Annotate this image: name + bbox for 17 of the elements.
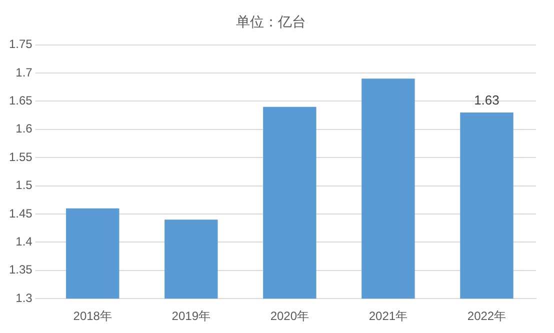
data-label: 1.63	[474, 92, 500, 108]
chart-title: 单位：亿台	[236, 13, 306, 30]
y-tick-label: 1.35	[8, 262, 33, 277]
y-tick-label: 1.7	[16, 65, 33, 80]
y-tick-label: 1.55	[8, 150, 33, 164]
y-tick-label: 1.45	[8, 206, 33, 220]
y-tick-label: 1.4	[16, 234, 33, 249]
x-tick-label: 2021年	[368, 309, 408, 324]
x-tick-label: 2019年	[172, 309, 210, 324]
x-tick-label: 2022年	[467, 309, 506, 324]
y-tick-label: 1.65	[8, 94, 33, 108]
y-tick-label: 1.5	[16, 178, 33, 192]
x-tick-label: 2020年	[270, 309, 310, 324]
x-tick-label: 2018年	[73, 309, 112, 324]
y-tick-label: 1.75	[8, 37, 33, 52]
y-tick-label: 1.6	[16, 122, 33, 136]
y-tick-label: 1.3	[16, 290, 33, 305]
